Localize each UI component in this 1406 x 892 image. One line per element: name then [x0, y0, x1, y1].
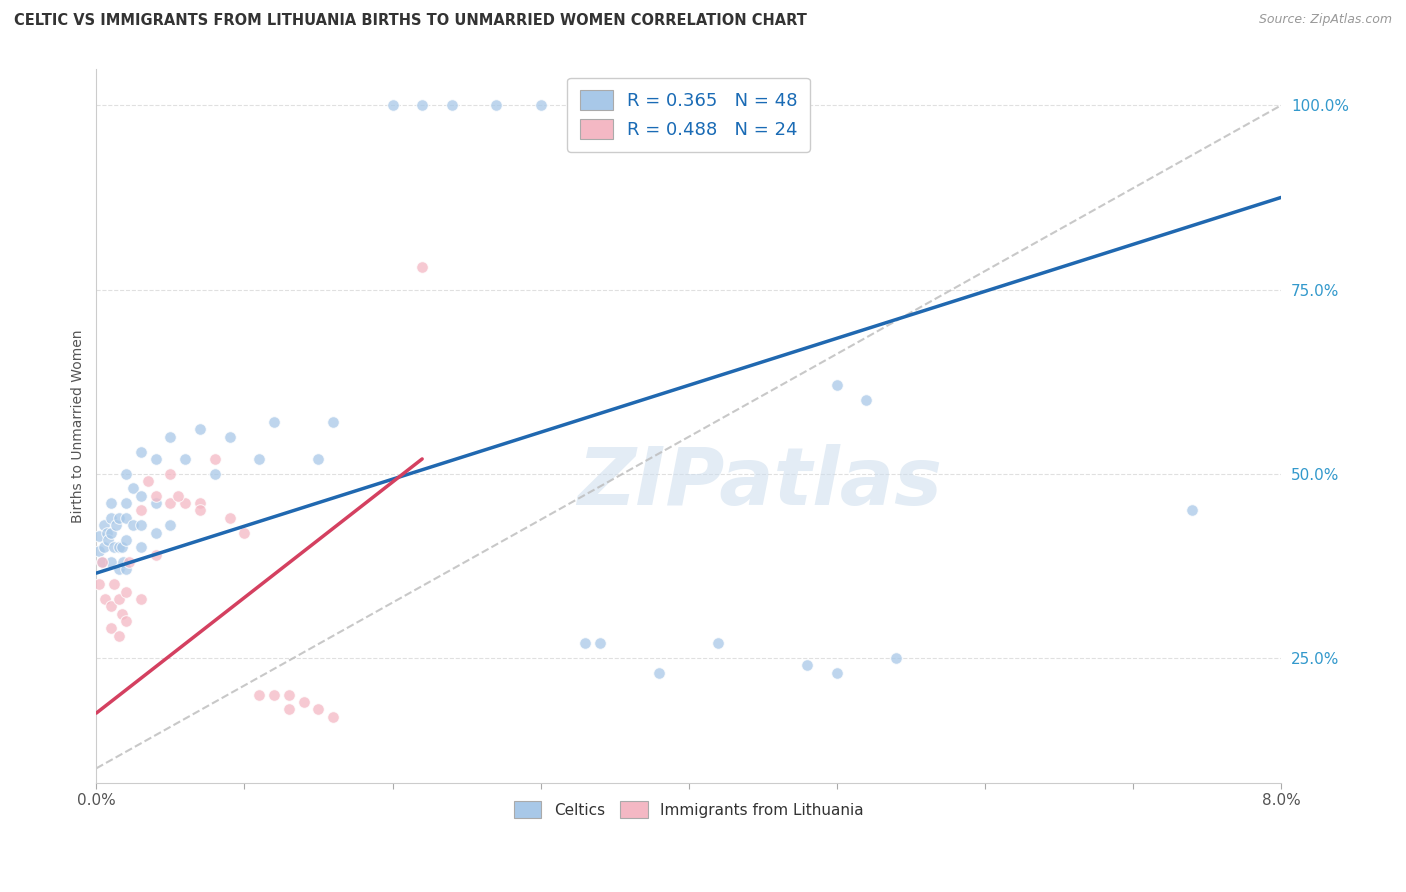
Point: [107, 591, 129, 606]
Point: [129, 444, 152, 458]
Point: [107, 541, 129, 555]
Point: [574, 636, 596, 650]
Point: [204, 451, 226, 466]
Point: [263, 688, 285, 702]
Point: [277, 702, 299, 716]
Point: [107, 629, 129, 643]
Point: [110, 607, 132, 621]
Y-axis label: Births to Unmarried Women: Births to Unmarried Women: [72, 329, 86, 523]
Point: [145, 451, 167, 466]
Point: [103, 577, 125, 591]
Point: [103, 541, 125, 555]
Point: [129, 503, 152, 517]
Point: [308, 451, 330, 466]
Point: [93, 541, 115, 555]
Point: [247, 451, 270, 466]
Point: [322, 415, 344, 429]
Point: [159, 467, 181, 481]
Text: ZIPatlas: ZIPatlas: [578, 444, 942, 522]
Point: [411, 98, 433, 112]
Point: [122, 482, 145, 496]
Point: [292, 695, 315, 709]
Point: [308, 702, 330, 716]
Point: [322, 710, 344, 724]
Point: [115, 496, 138, 510]
Point: [707, 636, 730, 650]
Point: [100, 511, 122, 525]
Point: [97, 533, 120, 547]
Point: [263, 415, 285, 429]
Point: [100, 599, 122, 614]
Point: [115, 467, 138, 481]
Point: [129, 591, 152, 606]
Point: [530, 98, 553, 112]
Point: [89, 544, 111, 558]
Point: [115, 511, 138, 525]
Point: [204, 467, 226, 481]
Point: [825, 665, 848, 680]
Text: CELTIC VS IMMIGRANTS FROM LITHUANIA BIRTHS TO UNMARRIED WOMEN CORRELATION CHART: CELTIC VS IMMIGRANTS FROM LITHUANIA BIRT…: [14, 13, 807, 29]
Point: [145, 496, 167, 510]
Point: [277, 688, 299, 702]
Point: [115, 614, 138, 628]
Point: [411, 260, 433, 275]
Point: [218, 430, 240, 444]
Point: [188, 503, 211, 517]
Point: [648, 665, 671, 680]
Point: [159, 518, 181, 533]
Point: [136, 474, 159, 488]
Point: [100, 525, 122, 540]
Point: [96, 525, 118, 540]
Point: [855, 392, 877, 407]
Point: [381, 98, 404, 112]
Point: [884, 650, 907, 665]
Point: [122, 518, 145, 533]
Point: [110, 541, 132, 555]
Point: [115, 533, 138, 547]
Point: [93, 518, 115, 533]
Point: [91, 555, 114, 569]
Point: [218, 511, 240, 525]
Point: [129, 541, 152, 555]
Point: [107, 511, 129, 525]
Point: [115, 584, 138, 599]
Point: [589, 636, 612, 650]
Point: [796, 658, 818, 673]
Point: [118, 555, 141, 569]
Point: [174, 451, 197, 466]
Point: [485, 98, 508, 112]
Point: [100, 496, 122, 510]
Point: [129, 518, 152, 533]
Point: [100, 621, 122, 635]
Point: [145, 548, 167, 562]
Point: [145, 525, 167, 540]
Point: [825, 378, 848, 392]
Point: [89, 577, 111, 591]
Point: [188, 496, 211, 510]
Point: [159, 430, 181, 444]
Point: [100, 555, 122, 569]
Point: [159, 496, 181, 510]
Point: [145, 489, 167, 503]
Point: [107, 562, 129, 576]
Point: [104, 518, 127, 533]
Legend: Celtics, Immigrants from Lithuania: Celtics, Immigrants from Lithuania: [506, 794, 872, 825]
Point: [188, 422, 211, 436]
Point: [94, 591, 117, 606]
Point: [115, 562, 138, 576]
Point: [233, 525, 256, 540]
Point: [111, 555, 134, 569]
Point: [247, 688, 270, 702]
Point: [129, 489, 152, 503]
Point: [166, 489, 188, 503]
Point: [1181, 503, 1204, 517]
Point: [89, 529, 111, 543]
Point: [440, 98, 463, 112]
Point: [174, 496, 197, 510]
Text: Source: ZipAtlas.com: Source: ZipAtlas.com: [1258, 13, 1392, 27]
Point: [91, 555, 114, 569]
